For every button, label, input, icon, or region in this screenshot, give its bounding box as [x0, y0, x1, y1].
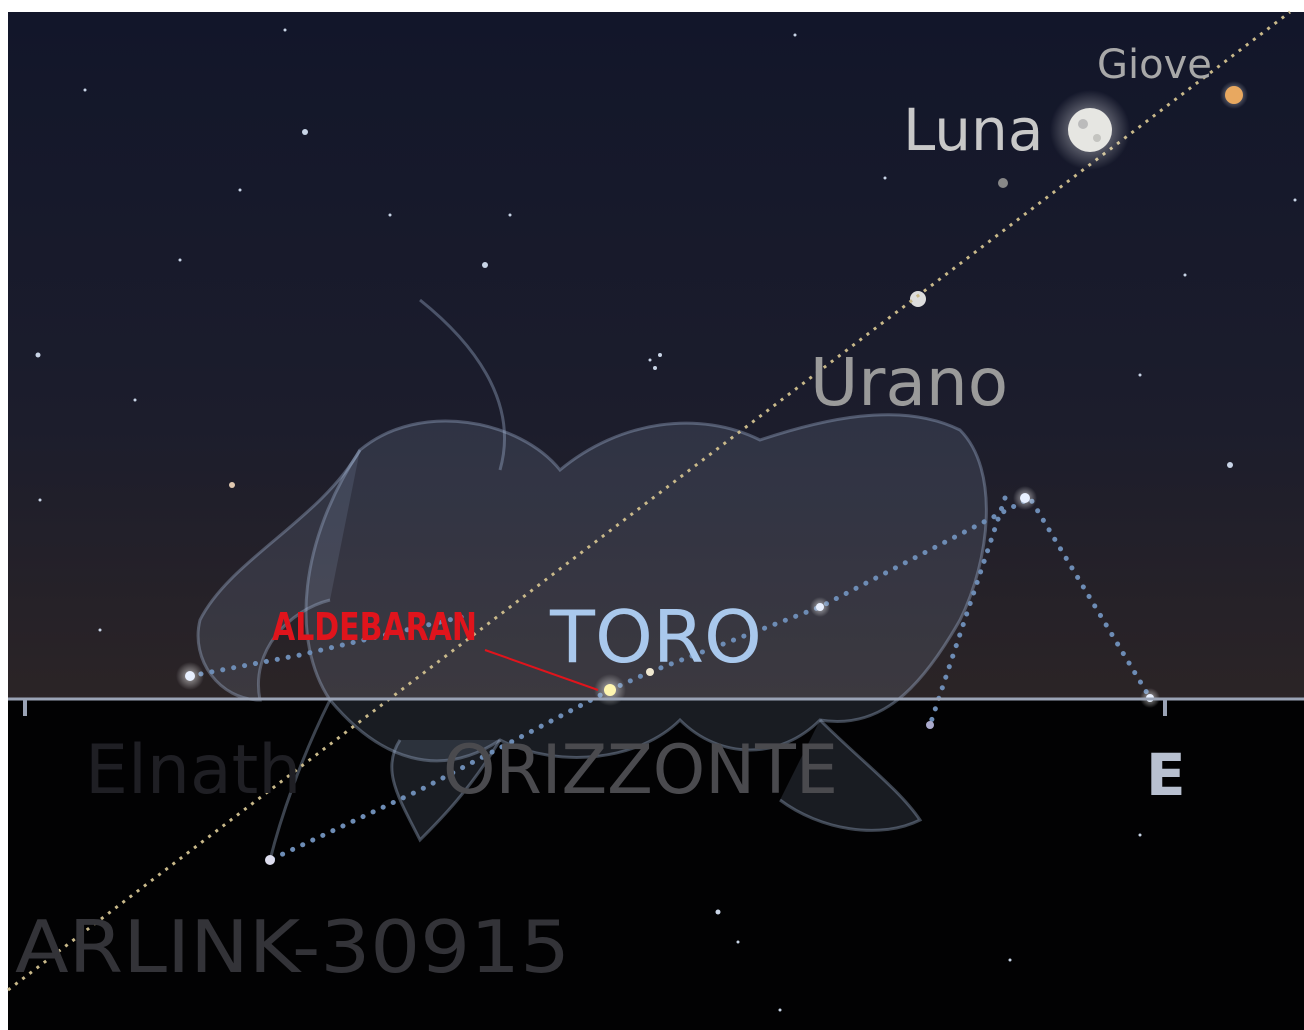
planet-label: Giove: [1097, 42, 1212, 88]
constellation-label: TORO: [549, 595, 762, 679]
star-label: ALDEBARAN: [272, 605, 477, 649]
planet-label: Luna: [903, 96, 1043, 164]
star-label: Elnath: [85, 731, 301, 810]
satellite-label: ARLINK-30915: [15, 905, 570, 989]
sky-map: Giove Luna Urano ALDEBARAN TORO Elnath O…: [0, 0, 1304, 1030]
horizon-label: ORIZZONTE: [443, 731, 838, 810]
direction-label: E: [1146, 741, 1186, 809]
planet-label: Urano: [810, 344, 1008, 421]
